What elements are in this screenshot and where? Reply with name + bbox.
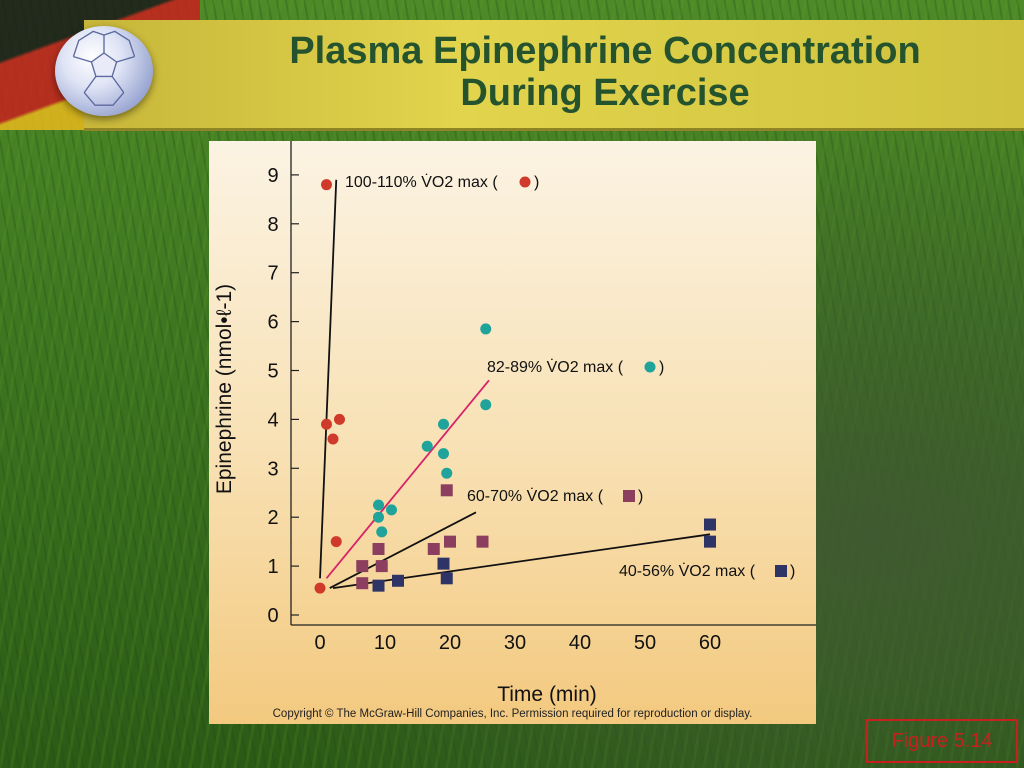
data-point: [438, 418, 449, 430]
data-point: [441, 467, 453, 479]
x-tick-label: 20: [439, 632, 461, 654]
data-point: [444, 535, 456, 548]
trend-line: [319, 179, 338, 579]
legend-82-89: 82-89% V̇O2 max (: [487, 358, 624, 376]
data-point: [314, 582, 326, 594]
x-tick-label: 50: [634, 632, 656, 654]
legend-marker: [623, 490, 635, 502]
trend-line: [332, 533, 711, 589]
data-point: [427, 542, 440, 555]
trend-line: [329, 511, 477, 589]
data-point: [392, 574, 404, 587]
y-tick-label: 6: [267, 312, 278, 334]
y-tick-label: 0: [267, 605, 278, 627]
data-point: [386, 504, 397, 516]
data-point: [421, 440, 433, 452]
y-tick-label: 8: [267, 214, 278, 236]
title-line-2: During Exercise: [460, 72, 750, 114]
x-tick-label: 60: [699, 632, 721, 654]
title-band: [84, 20, 1024, 131]
x-tick-label: 30: [504, 632, 526, 654]
data-point: [356, 560, 369, 573]
data-point: [330, 536, 342, 548]
data-point: [437, 557, 450, 570]
legend-paren: ): [790, 563, 795, 580]
data-point: [373, 499, 384, 511]
y-tick-label: 2: [267, 507, 278, 529]
legend-60-70: 60-70% V̇O2 max (: [467, 487, 604, 505]
data-point: [440, 572, 453, 585]
data-point: [480, 399, 492, 411]
data-point: [438, 448, 449, 460]
copyright-notice: Copyright © The McGraw-Hill Companies, I…: [272, 708, 753, 720]
epinephrine-chart: 0 1 2 3 4 5 6 7 8 9 0 10 20 30 40 50 60 Time (min) Epineph…: [213, 141, 816, 706]
y-axis-label: Epinephrine (nmol•ℓ-1): [213, 284, 236, 494]
legend-paren: ): [659, 359, 664, 376]
data-point: [372, 542, 385, 555]
legend-paren: ): [534, 174, 539, 191]
figure-label: Figure 5.14: [866, 719, 1018, 763]
data-point: [480, 323, 492, 335]
slide-title: Plasma Epinephrine Concentration During …: [200, 30, 1010, 114]
y-tick-label: 1: [267, 556, 278, 578]
soccer-ball-icon: [55, 26, 153, 116]
data-point: [476, 535, 489, 548]
legend-40-56: 40-56% V̇O2 max (: [619, 562, 756, 580]
data-point: [321, 179, 332, 191]
y-tick-label: 9: [267, 165, 278, 187]
trend-line: [325, 379, 490, 579]
x-axis-label: Time (min): [497, 683, 597, 706]
data-point: [334, 413, 345, 425]
x-tick-label: 0: [314, 632, 325, 654]
legend-100-110: 100-110% V̇O2 max (: [345, 173, 498, 191]
chart-panel: 0 1 2 3 4 5 6 7 8 9 0 10 20 30 40 50 60 Time (min) Epineph…: [209, 141, 816, 724]
data-point: [704, 535, 716, 548]
legend-paren: ): [638, 488, 643, 505]
data-point: [373, 511, 384, 523]
x-tick-label: 40: [569, 632, 591, 654]
data-point: [704, 518, 716, 531]
data-point: [356, 577, 369, 590]
y-tick-label: 3: [267, 458, 278, 480]
legend-marker: [519, 176, 531, 188]
data-point: [375, 560, 388, 573]
data-point: [327, 433, 339, 445]
data-point: [321, 418, 332, 430]
y-tick-label: 7: [267, 263, 278, 285]
data-point: [372, 579, 385, 592]
legend-marker: [775, 565, 787, 577]
legend-marker: [644, 361, 656, 373]
y-tick-label: 5: [267, 361, 278, 383]
y-tick-label: 4: [267, 409, 278, 431]
title-line-1: Plasma Epinephrine Concentration: [289, 30, 921, 72]
data-point: [440, 484, 453, 497]
x-tick-label: 10: [374, 632, 396, 654]
data-point: [376, 526, 388, 538]
